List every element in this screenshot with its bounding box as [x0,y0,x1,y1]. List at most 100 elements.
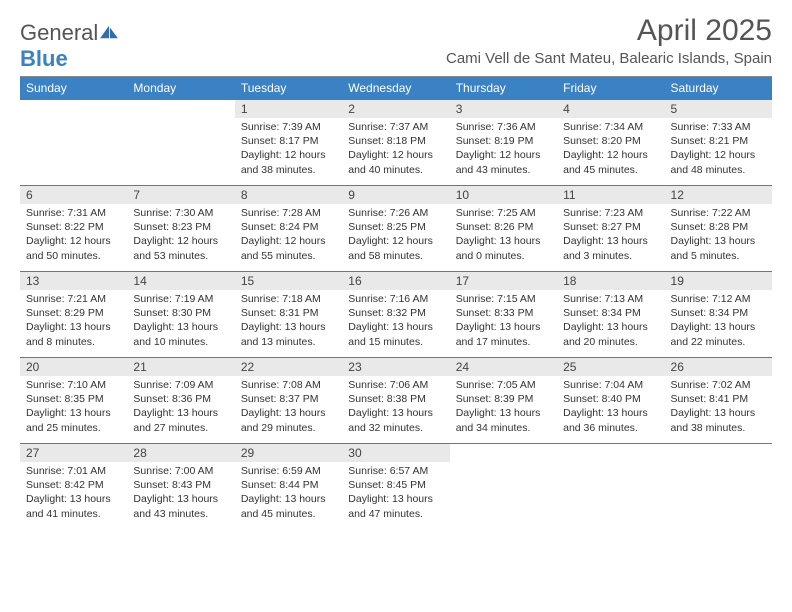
day-details: Sunrise: 7:12 AMSunset: 8:34 PMDaylight:… [665,290,772,353]
calendar-table: SundayMondayTuesdayWednesdayThursdayFrid… [20,77,772,530]
day-details: Sunrise: 7:34 AMSunset: 8:20 PMDaylight:… [557,118,664,181]
calendar-day-cell: 11Sunrise: 7:23 AMSunset: 8:27 PMDayligh… [557,186,664,272]
day-details: Sunrise: 7:02 AMSunset: 8:41 PMDaylight:… [665,376,772,439]
day-number: 21 [127,358,234,376]
day-details: Sunrise: 7:16 AMSunset: 8:32 PMDaylight:… [342,290,449,353]
sail-icon [98,24,120,40]
day-number: 14 [127,272,234,290]
calendar-day-cell: 4Sunrise: 7:34 AMSunset: 8:20 PMDaylight… [557,100,664,186]
day-details: Sunrise: 7:04 AMSunset: 8:40 PMDaylight:… [557,376,664,439]
calendar-day-cell: 2Sunrise: 7:37 AMSunset: 8:18 PMDaylight… [342,100,449,186]
day-details: Sunrise: 6:59 AMSunset: 8:44 PMDaylight:… [235,462,342,525]
calendar-day-cell: 25Sunrise: 7:04 AMSunset: 8:40 PMDayligh… [557,358,664,444]
calendar-day-cell: 16Sunrise: 7:16 AMSunset: 8:32 PMDayligh… [342,272,449,358]
logo-word-2: Blue [20,46,68,71]
day-number: 1 [235,100,342,118]
calendar-day-cell: 5Sunrise: 7:33 AMSunset: 8:21 PMDaylight… [665,100,772,186]
calendar-day-cell: 1Sunrise: 7:39 AMSunset: 8:17 PMDaylight… [235,100,342,186]
title-block: April 2025 Cami Vell de Sant Mateu, Bale… [446,14,772,67]
calendar-week-row: 27Sunrise: 7:01 AMSunset: 8:42 PMDayligh… [20,444,772,530]
day-details: Sunrise: 7:10 AMSunset: 8:35 PMDaylight:… [20,376,127,439]
calendar-day-cell: 24Sunrise: 7:05 AMSunset: 8:39 PMDayligh… [450,358,557,444]
weekday-header: Friday [557,77,664,100]
day-details: Sunrise: 6:57 AMSunset: 8:45 PMDaylight:… [342,462,449,525]
day-details: Sunrise: 7:13 AMSunset: 8:34 PMDaylight:… [557,290,664,353]
day-details: Sunrise: 7:22 AMSunset: 8:28 PMDaylight:… [665,204,772,267]
location-text: Cami Vell de Sant Mateu, Balearic Island… [446,50,772,67]
logo: General Blue [20,14,120,72]
calendar-day-cell: 22Sunrise: 7:08 AMSunset: 8:37 PMDayligh… [235,358,342,444]
calendar-day-cell: 18Sunrise: 7:13 AMSunset: 8:34 PMDayligh… [557,272,664,358]
weekday-header: Sunday [20,77,127,100]
day-number: 27 [20,444,127,462]
weekday-header: Saturday [665,77,772,100]
day-details: Sunrise: 7:39 AMSunset: 8:17 PMDaylight:… [235,118,342,181]
calendar-empty-cell [20,100,127,186]
day-details: Sunrise: 7:18 AMSunset: 8:31 PMDaylight:… [235,290,342,353]
day-number: 3 [450,100,557,118]
day-details: Sunrise: 7:21 AMSunset: 8:29 PMDaylight:… [20,290,127,353]
calendar-day-cell: 15Sunrise: 7:18 AMSunset: 8:31 PMDayligh… [235,272,342,358]
day-details: Sunrise: 7:09 AMSunset: 8:36 PMDaylight:… [127,376,234,439]
day-number: 19 [665,272,772,290]
day-number: 5 [665,100,772,118]
day-number: 4 [557,100,664,118]
calendar-day-cell: 23Sunrise: 7:06 AMSunset: 8:38 PMDayligh… [342,358,449,444]
day-number: 22 [235,358,342,376]
day-number: 28 [127,444,234,462]
day-number: 17 [450,272,557,290]
day-number: 30 [342,444,449,462]
calendar-empty-cell [127,100,234,186]
day-number: 23 [342,358,449,376]
weekday-header: Monday [127,77,234,100]
day-number: 2 [342,100,449,118]
calendar-day-cell: 28Sunrise: 7:00 AMSunset: 8:43 PMDayligh… [127,444,234,530]
weekday-header-row: SundayMondayTuesdayWednesdayThursdayFrid… [20,77,772,100]
day-details: Sunrise: 7:36 AMSunset: 8:19 PMDaylight:… [450,118,557,181]
calendar-day-cell: 6Sunrise: 7:31 AMSunset: 8:22 PMDaylight… [20,186,127,272]
calendar-week-row: 20Sunrise: 7:10 AMSunset: 8:35 PMDayligh… [20,358,772,444]
day-number: 11 [557,186,664,204]
calendar-day-cell: 21Sunrise: 7:09 AMSunset: 8:36 PMDayligh… [127,358,234,444]
header: General Blue April 2025 Cami Vell de San… [20,14,772,72]
day-details: Sunrise: 7:05 AMSunset: 8:39 PMDaylight:… [450,376,557,439]
calendar-empty-cell [557,444,664,530]
day-details: Sunrise: 7:28 AMSunset: 8:24 PMDaylight:… [235,204,342,267]
day-number: 15 [235,272,342,290]
weekday-header: Thursday [450,77,557,100]
calendar-week-row: 1Sunrise: 7:39 AMSunset: 8:17 PMDaylight… [20,100,772,186]
logo-word-1: General [20,20,98,45]
calendar-day-cell: 29Sunrise: 6:59 AMSunset: 8:44 PMDayligh… [235,444,342,530]
day-details: Sunrise: 7:00 AMSunset: 8:43 PMDaylight:… [127,462,234,525]
day-details: Sunrise: 7:37 AMSunset: 8:18 PMDaylight:… [342,118,449,181]
day-details: Sunrise: 7:25 AMSunset: 8:26 PMDaylight:… [450,204,557,267]
day-number: 6 [20,186,127,204]
calendar-day-cell: 7Sunrise: 7:30 AMSunset: 8:23 PMDaylight… [127,186,234,272]
calendar-day-cell: 19Sunrise: 7:12 AMSunset: 8:34 PMDayligh… [665,272,772,358]
calendar-day-cell: 17Sunrise: 7:15 AMSunset: 8:33 PMDayligh… [450,272,557,358]
calendar-day-cell: 30Sunrise: 6:57 AMSunset: 8:45 PMDayligh… [342,444,449,530]
day-details: Sunrise: 7:31 AMSunset: 8:22 PMDaylight:… [20,204,127,267]
day-number: 29 [235,444,342,462]
day-details: Sunrise: 7:08 AMSunset: 8:37 PMDaylight:… [235,376,342,439]
calendar-day-cell: 13Sunrise: 7:21 AMSunset: 8:29 PMDayligh… [20,272,127,358]
calendar-empty-cell [665,444,772,530]
calendar-day-cell: 20Sunrise: 7:10 AMSunset: 8:35 PMDayligh… [20,358,127,444]
calendar-day-cell: 10Sunrise: 7:25 AMSunset: 8:26 PMDayligh… [450,186,557,272]
calendar-day-cell: 3Sunrise: 7:36 AMSunset: 8:19 PMDaylight… [450,100,557,186]
day-number: 18 [557,272,664,290]
day-number: 8 [235,186,342,204]
calendar-day-cell: 27Sunrise: 7:01 AMSunset: 8:42 PMDayligh… [20,444,127,530]
calendar-day-cell: 9Sunrise: 7:26 AMSunset: 8:25 PMDaylight… [342,186,449,272]
day-number: 7 [127,186,234,204]
day-number: 10 [450,186,557,204]
day-number: 20 [20,358,127,376]
day-details: Sunrise: 7:01 AMSunset: 8:42 PMDaylight:… [20,462,127,525]
calendar-week-row: 13Sunrise: 7:21 AMSunset: 8:29 PMDayligh… [20,272,772,358]
calendar-body: 1Sunrise: 7:39 AMSunset: 8:17 PMDaylight… [20,100,772,530]
day-number: 26 [665,358,772,376]
day-number: 16 [342,272,449,290]
calendar-day-cell: 14Sunrise: 7:19 AMSunset: 8:30 PMDayligh… [127,272,234,358]
weekday-header: Wednesday [342,77,449,100]
calendar-week-row: 6Sunrise: 7:31 AMSunset: 8:22 PMDaylight… [20,186,772,272]
